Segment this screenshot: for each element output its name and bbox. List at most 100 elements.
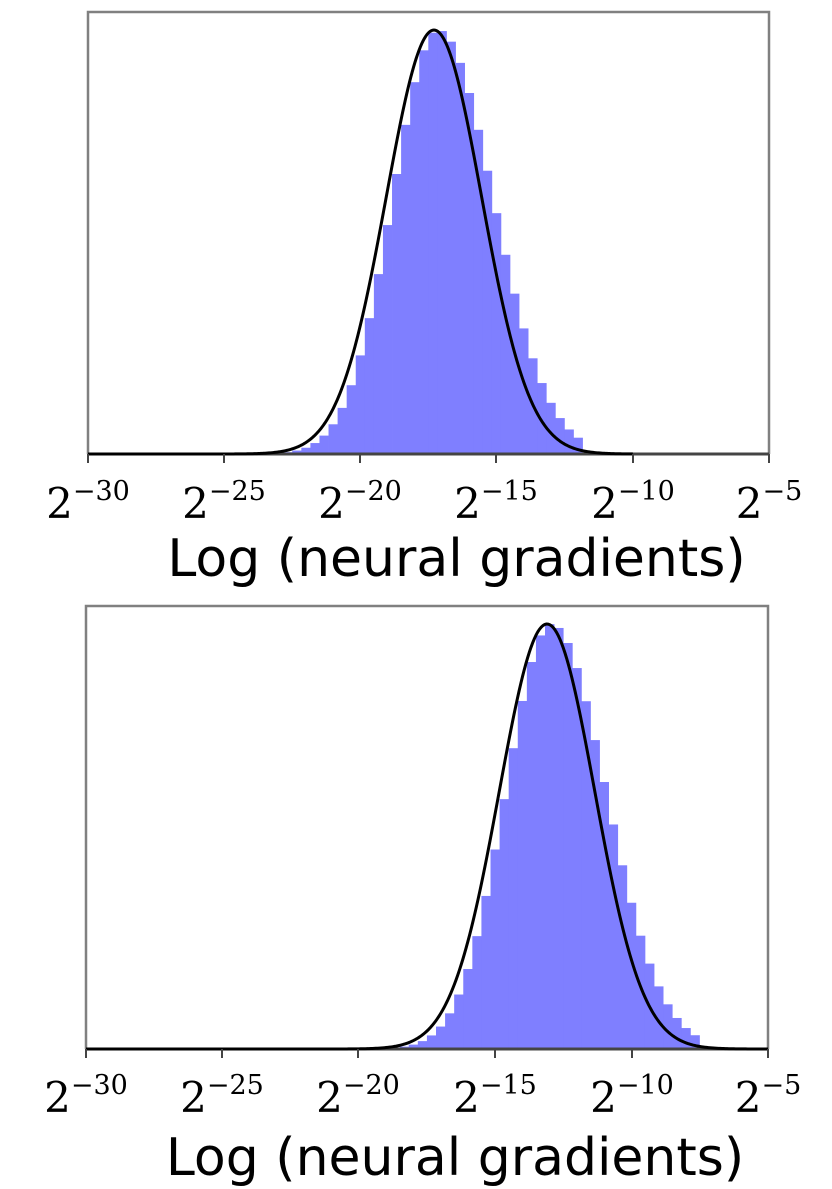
histogram-bar (436, 1026, 446, 1049)
histogram-bar (573, 437, 583, 454)
histogram-bar (392, 174, 402, 454)
histogram-bar (428, 32, 438, 454)
histogram-bar (355, 355, 366, 454)
histogram-bar (446, 41, 456, 455)
histogram-bars (283, 31, 583, 455)
histogram-bar (500, 254, 511, 454)
histogram-bar (535, 635, 546, 1049)
histogram-bar (537, 383, 547, 454)
histogram-bar (690, 1035, 700, 1049)
histogram-bars (399, 624, 700, 1049)
tick-base: 2 (735, 1073, 762, 1122)
histogram-bar (554, 627, 564, 1049)
tick-exponent: −15 (481, 476, 538, 507)
tick-exponent: −30 (71, 1070, 128, 1101)
histogram-bar (509, 293, 520, 454)
histogram-bar (599, 782, 609, 1049)
histogram-bar (546, 402, 556, 454)
histogram-bar (517, 700, 528, 1049)
histogram-bar (417, 1041, 428, 1049)
x-tick-label: 2−15 (454, 476, 538, 528)
histogram-bar (472, 936, 482, 1049)
histogram-bar (445, 1013, 455, 1049)
x-tick-label: 2−10 (591, 476, 675, 528)
histogram-bar (463, 969, 473, 1049)
histogram-bar (519, 328, 529, 454)
histogram-bar (563, 642, 573, 1049)
histogram-bar (426, 1035, 437, 1049)
tick-base: 2 (591, 479, 618, 528)
histogram-bar (490, 849, 500, 1049)
histogram-bar (508, 748, 519, 1049)
x-tick-label: 2−5 (735, 1070, 802, 1122)
histogram-bar (499, 799, 510, 1049)
x-axis-label: Log (neural gradients) (166, 1128, 744, 1188)
histogram-bar (401, 124, 411, 455)
x-tick-label: 2−30 (44, 1070, 128, 1122)
histogram-bar (482, 170, 493, 455)
tick-base: 2 (454, 479, 481, 528)
tick-exponent: −10 (618, 476, 675, 507)
tick-exponent: −20 (343, 1070, 400, 1101)
x-tick-label: 2−20 (318, 476, 402, 528)
histogram-bar (328, 424, 338, 454)
histogram-bar (346, 385, 357, 454)
x-tick-label: 2−15 (453, 1070, 537, 1122)
histogram-bar (292, 450, 302, 454)
x-tick-label: 2−25 (182, 476, 266, 528)
tick-exponent: −10 (617, 1070, 674, 1101)
histogram-bar (419, 50, 429, 455)
histogram-bar (382, 225, 393, 454)
histogram-bar (337, 407, 348, 454)
x-tick-label: 2−20 (316, 1070, 400, 1122)
tick-base: 2 (736, 479, 763, 528)
histogram-bar (564, 429, 574, 454)
x-tick-label: 2−25 (180, 1070, 264, 1122)
histogram-bar (526, 662, 537, 1049)
tick-exponent: −5 (761, 1070, 801, 1101)
x-tick-label: 2−10 (590, 1070, 674, 1122)
tick-base: 2 (182, 479, 209, 528)
histogram-bar (491, 213, 502, 454)
histogram-bar (555, 418, 565, 454)
histogram-bar (473, 129, 484, 454)
histogram-bar (408, 1044, 419, 1049)
tick-base: 2 (316, 1073, 343, 1122)
histogram-bar (626, 902, 637, 1049)
histogram-bar (663, 1004, 673, 1049)
histogram-bar (672, 1017, 682, 1049)
histogram-bar (464, 93, 475, 454)
histogram-bar (410, 82, 420, 455)
tick-base: 2 (590, 1073, 617, 1122)
histogram-bar (635, 935, 646, 1049)
plot-frame (84, 604, 770, 1049)
tick-exponent: −25 (207, 1070, 264, 1101)
histogram-bar (455, 62, 465, 455)
histogram-bar (364, 318, 375, 454)
tick-exponent: −25 (209, 476, 266, 507)
histogram-bar (481, 895, 491, 1049)
histogram-bar (301, 447, 311, 454)
fit-curve (88, 28, 633, 456)
histogram-bar (608, 824, 619, 1049)
tick-exponent: −20 (345, 476, 402, 507)
histogram-bar (310, 443, 320, 454)
tick-base: 2 (453, 1073, 480, 1122)
histogram-bar (454, 994, 464, 1049)
tick-exponent: −5 (762, 476, 802, 507)
histogram-bar (590, 740, 600, 1049)
histogram-bar (373, 274, 384, 454)
x-tick-label: 2−30 (46, 476, 130, 528)
x-axis-label: Log (neural gradients) (167, 529, 745, 589)
histogram-bar (617, 865, 628, 1049)
tick-base: 2 (44, 1073, 71, 1122)
histogram-bar (581, 701, 591, 1049)
tick-exponent: −30 (73, 476, 130, 507)
x-tick-label: 2−5 (736, 476, 803, 528)
fit-curve (86, 622, 768, 1051)
histogram-bar (681, 1028, 691, 1049)
tick-exponent: −15 (480, 1070, 537, 1101)
